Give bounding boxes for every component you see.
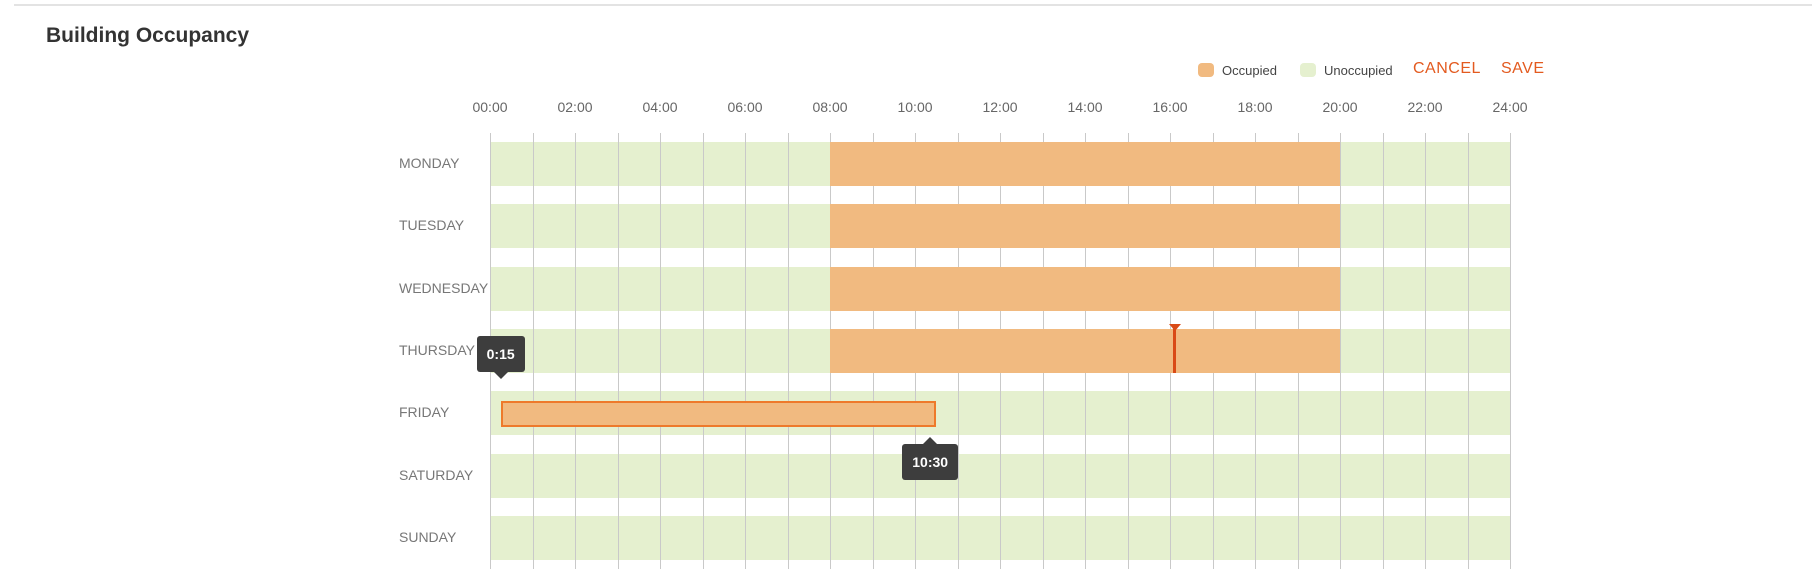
hour-label: 06:00 xyxy=(727,99,763,115)
hour-label: 24:00 xyxy=(1492,99,1528,115)
selection-start-tooltip: 0:15 xyxy=(476,336,525,380)
legend-unoccupied: Unoccupied xyxy=(1300,60,1393,80)
hour-gridline xyxy=(1510,133,1511,569)
occupied-block[interactable] xyxy=(830,142,1340,186)
occupied-block[interactable] xyxy=(830,266,1340,311)
hour-gridline xyxy=(1383,133,1384,569)
top-divider xyxy=(14,4,1812,6)
occupied-block[interactable] xyxy=(830,328,1340,373)
legend-occupied: Occupied xyxy=(1198,60,1277,80)
day-label: MONDAY xyxy=(399,155,460,171)
unoccupied-swatch-icon xyxy=(1300,63,1316,77)
selection-end-tooltip: 10:30 xyxy=(902,437,959,481)
hour-label: 00:00 xyxy=(472,99,508,115)
legend-occupied-label: Occupied xyxy=(1222,62,1277,78)
cursor-cap-icon xyxy=(1168,323,1181,331)
hour-label: 22:00 xyxy=(1407,99,1443,115)
page-title: Building Occupancy xyxy=(46,24,250,47)
hour-gridline xyxy=(575,133,576,569)
time-cursor-marker[interactable] xyxy=(1173,324,1177,373)
day-label: SATURDAY xyxy=(399,466,474,483)
hour-label: 16:00 xyxy=(1152,99,1188,115)
hour-gridline xyxy=(1468,133,1469,569)
day-label: FRIDAY xyxy=(399,404,450,421)
hour-gridline xyxy=(618,133,619,569)
hour-gridline xyxy=(788,133,789,569)
hour-gridline xyxy=(745,133,746,569)
hour-gridline xyxy=(533,133,534,569)
day-label: SUNDAY xyxy=(399,528,457,545)
hour-label: 18:00 xyxy=(1237,99,1273,115)
occupied-swatch-icon xyxy=(1198,63,1214,77)
legend-unoccupied-label: Unoccupied xyxy=(1324,62,1393,78)
hour-label: 10:00 xyxy=(897,99,933,115)
occupied-block[interactable] xyxy=(830,204,1340,249)
hour-label: 14:00 xyxy=(1067,99,1103,115)
hour-label: 12:00 xyxy=(982,99,1018,115)
hour-label: 04:00 xyxy=(642,99,678,115)
occupied-block-selected[interactable] xyxy=(500,401,937,428)
hour-gridline xyxy=(660,133,661,569)
save-button[interactable]: SAVE xyxy=(1501,60,1545,77)
hour-gridline xyxy=(1340,133,1341,569)
hour-label: 02:00 xyxy=(557,99,593,115)
cancel-button[interactable]: CANCEL xyxy=(1413,60,1481,77)
hour-gridline xyxy=(703,133,704,569)
day-label: WEDNESDAY xyxy=(399,279,489,296)
day-label: TUESDAY xyxy=(399,217,465,234)
hour-label: 20:00 xyxy=(1322,99,1358,115)
hour-gridline xyxy=(1425,133,1426,569)
day-label: THURSDAY xyxy=(399,341,475,358)
hour-label: 08:00 xyxy=(812,99,848,115)
